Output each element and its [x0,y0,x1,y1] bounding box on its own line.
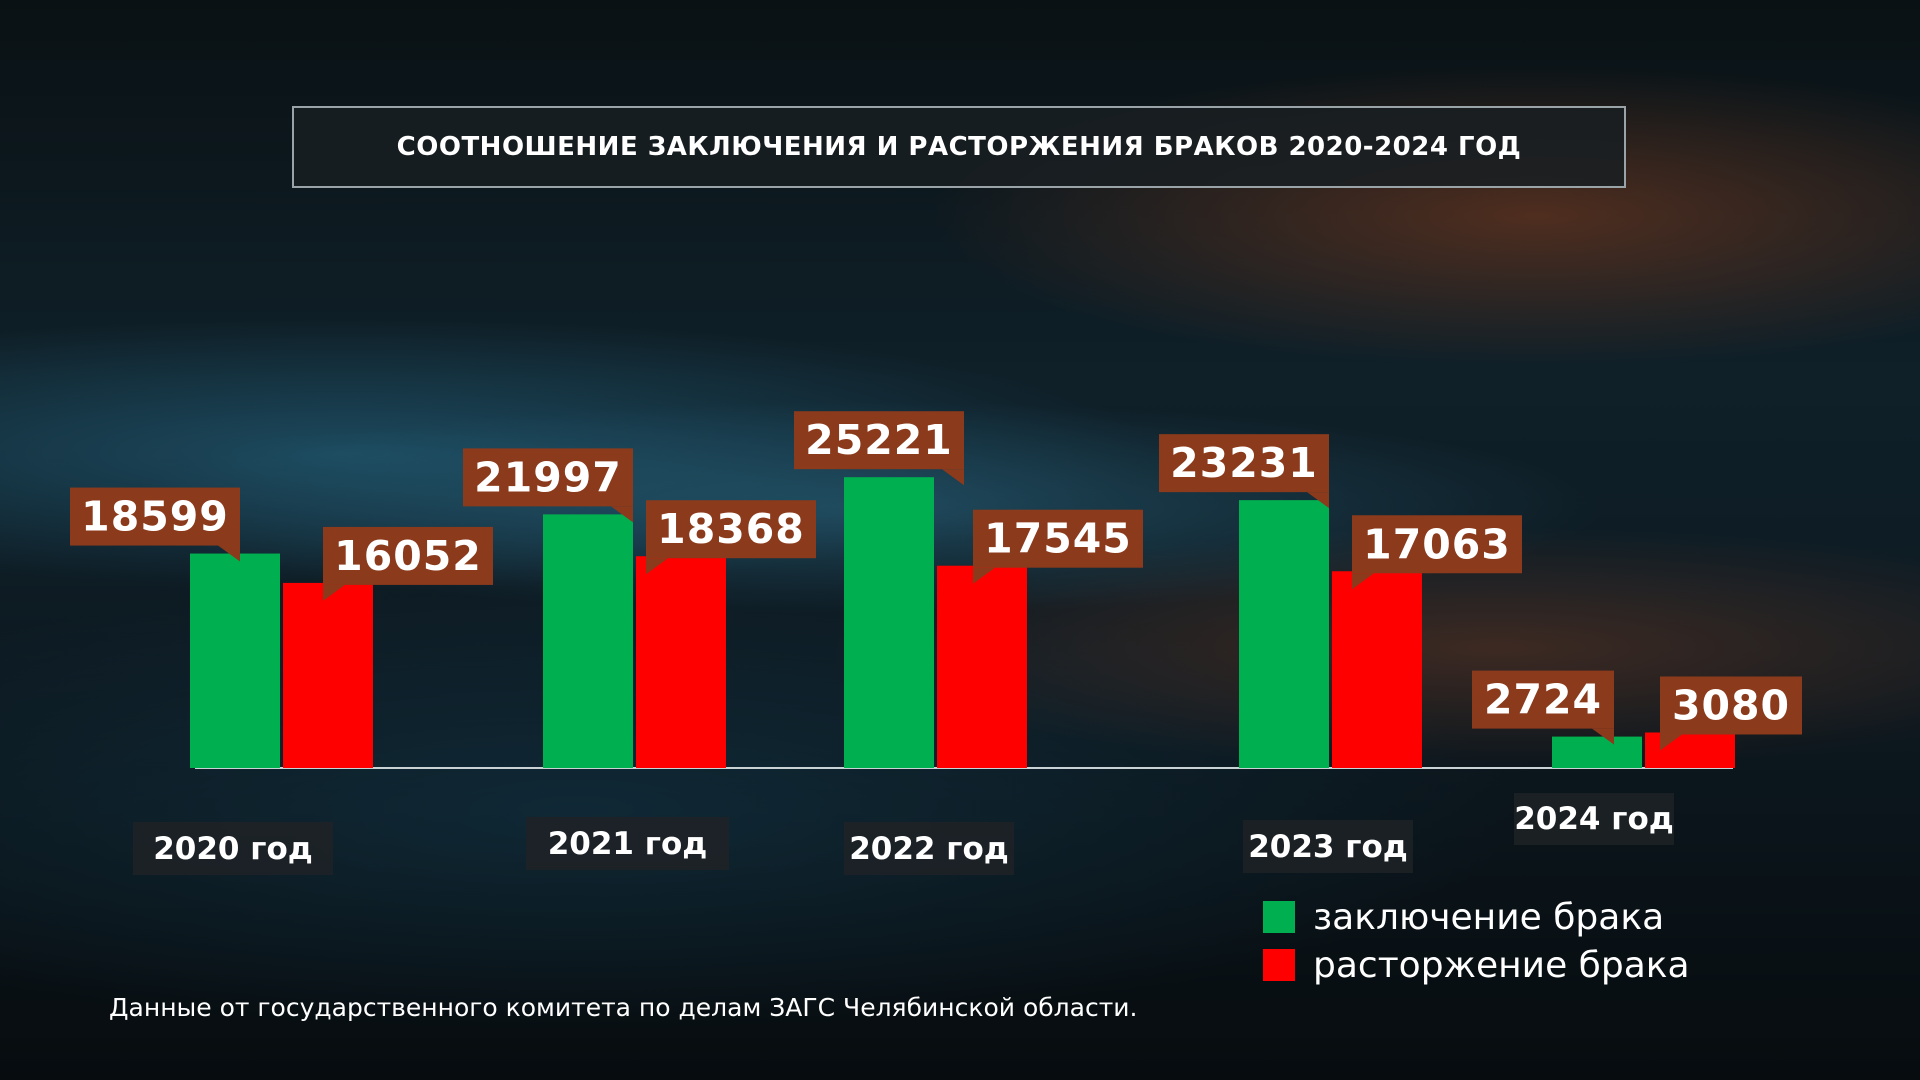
category-label-2: 2022 год [844,822,1014,875]
legend-label-marriage: заключение брака [1313,896,1665,938]
bar-divorce-2 [937,565,1027,768]
value-label-marriage-2: 25221 [794,411,964,486]
value-label-divorce-1: 18368 [646,500,816,575]
chart-title-box: СООТНОШЕНИЕ ЗАКЛЮЧЕНИЯ И РАСТОРЖЕНИЯ БРА… [292,106,1626,188]
source-note: Данные от государственного комитета по д… [109,993,1138,1022]
value-text-marriage-1: 21997 [474,453,622,501]
legend-item-divorce: расторжение брака [1263,941,1690,989]
value-text-divorce-3: 17063 [1363,520,1511,568]
value-text-divorce-1: 18368 [657,505,805,553]
category-label-0: 2020 год [133,822,333,875]
bar-marriage-4 [1552,736,1642,768]
value-text-marriage-3: 23231 [1170,439,1318,487]
value-label-marriage-3: 23231 [1159,434,1329,509]
value-label-divorce-2: 17545 [973,509,1143,584]
legend-swatch-marriage [1263,901,1295,933]
category-label-4: 2024 год [1514,793,1674,845]
bar-divorce-0 [283,582,373,768]
bar-marriage-1 [543,514,633,768]
bar-divorce-4 [1645,732,1735,768]
chart-title: СООТНОШЕНИЕ ЗАКЛЮЧЕНИЯ И РАСТОРЖЕНИЯ БРА… [396,132,1522,162]
bar-divorce-1 [636,556,726,768]
value-label-marriage-4: 2724 [1472,670,1614,745]
bar-divorce-3 [1332,571,1422,768]
bar-marriage-2 [844,477,934,768]
value-label-divorce-0: 16052 [323,526,493,601]
value-text-marriage-2: 25221 [805,416,953,464]
value-label-divorce-3: 17063 [1352,515,1522,590]
legend-label-divorce: расторжение брака [1313,944,1690,986]
legend: заключение брака расторжение брака [1263,893,1690,989]
value-label-marriage-1: 21997 [463,448,633,523]
value-text-divorce-4: 3080 [1672,681,1790,729]
legend-swatch-divorce [1263,949,1295,981]
category-label-3: 2023 год [1243,820,1413,873]
bar-marriage-0 [190,553,280,768]
value-text-marriage-4: 2724 [1484,676,1602,724]
bar-marriage-3 [1239,500,1329,768]
value-label-divorce-4: 3080 [1660,676,1802,751]
value-text-divorce-2: 17545 [984,515,1132,563]
legend-item-marriage: заключение брака [1263,893,1690,941]
value-text-marriage-0: 18599 [81,493,229,541]
category-label-1: 2021 год [526,817,729,870]
value-text-divorce-0: 16052 [334,532,482,580]
value-label-marriage-0: 18599 [70,487,240,562]
